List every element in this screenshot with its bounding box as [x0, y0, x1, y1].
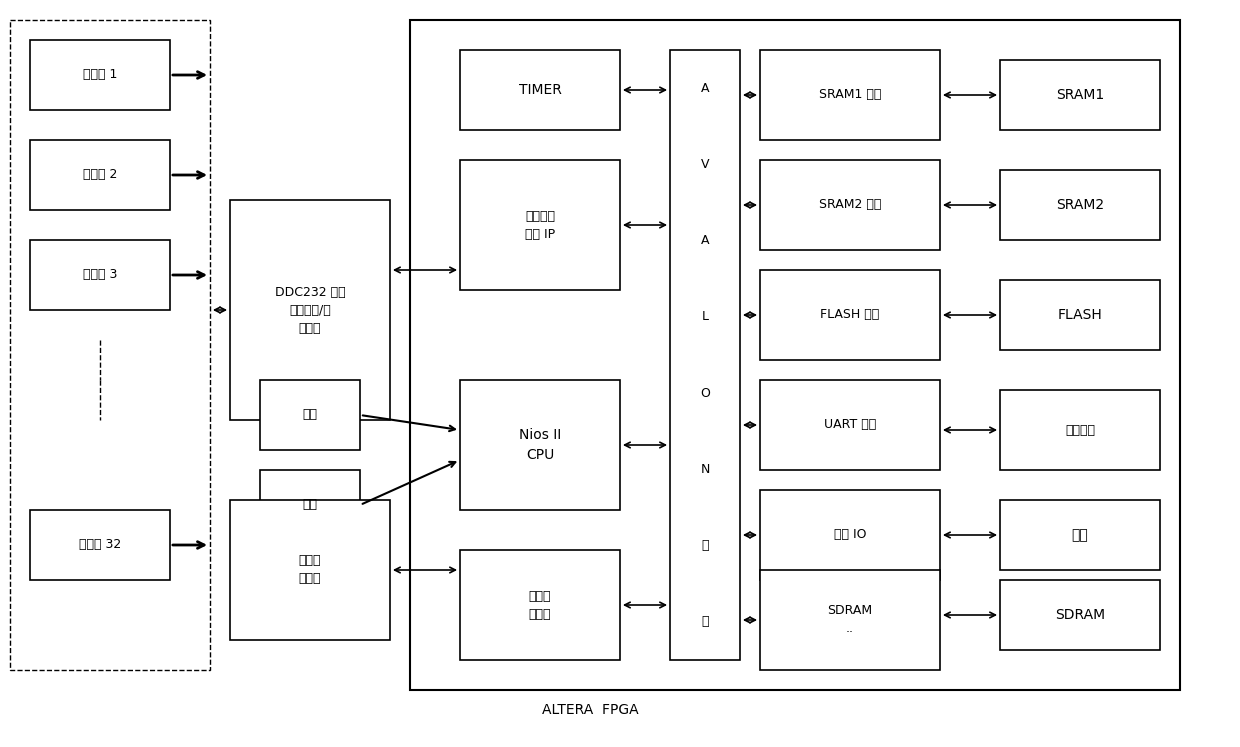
Bar [229, 200, 391, 420]
Bar [30, 510, 170, 580]
Bar [760, 490, 940, 580]
Bar [260, 470, 360, 540]
Bar [460, 380, 620, 510]
Bar [760, 570, 940, 670]
Bar [999, 580, 1159, 650]
Text: SDRAM
..: SDRAM .. [827, 604, 873, 636]
Text: SRAM1: SRAM1 [1056, 88, 1104, 102]
Text: 线: 线 [702, 616, 709, 628]
Text: SRAM2 接口: SRAM2 接口 [818, 199, 882, 211]
Text: TIMER: TIMER [518, 83, 562, 97]
Text: UART 接口: UART 接口 [823, 418, 877, 432]
Bar [760, 160, 940, 250]
Bar [30, 140, 170, 210]
Text: A: A [701, 234, 709, 247]
Text: ALTERA  FPGA: ALTERA FPGA [542, 703, 639, 717]
Bar [30, 40, 170, 110]
Text: 键盘: 键盘 [1071, 528, 1089, 542]
Bar [410, 20, 1180, 690]
Text: DDC232 图像
数据采集/转
化模块: DDC232 图像 数据采集/转 化模块 [275, 285, 345, 335]
Text: SRAM1 接口: SRAM1 接口 [818, 88, 882, 102]
Text: 数据接收
处理 IP: 数据接收 处理 IP [525, 209, 556, 241]
Text: 探测板 32: 探测板 32 [79, 539, 122, 551]
Bar [260, 380, 360, 450]
Text: SDRAM: SDRAM [1055, 608, 1105, 622]
Text: A: A [701, 81, 709, 95]
Text: V: V [701, 158, 709, 171]
Text: 时钟: 时钟 [303, 498, 317, 512]
Text: FLASH 接口: FLASH 接口 [821, 309, 879, 321]
Text: 探测板 2: 探测板 2 [83, 169, 118, 182]
Text: Nios II
CPU: Nios II CPU [518, 428, 562, 462]
Bar [460, 550, 620, 660]
Text: 探测板 1: 探测板 1 [83, 69, 118, 81]
Text: SRAM2: SRAM2 [1056, 198, 1104, 212]
Text: L: L [702, 310, 708, 323]
Bar [460, 160, 620, 290]
Bar [999, 280, 1159, 350]
Text: 总: 总 [702, 539, 709, 552]
Text: 通用 IO: 通用 IO [833, 528, 867, 542]
Bar [229, 500, 391, 640]
Text: N: N [701, 463, 709, 476]
Text: 网络接
口模块: 网络接 口模块 [299, 554, 321, 586]
Bar [760, 380, 940, 470]
Text: 网络控
制驱动: 网络控 制驱动 [528, 589, 552, 621]
Bar [999, 170, 1159, 240]
Bar [760, 50, 940, 140]
Bar [10, 20, 210, 670]
Bar [999, 390, 1159, 470]
Text: FLASH: FLASH [1058, 308, 1102, 322]
Text: 探测板 3: 探测板 3 [83, 268, 118, 282]
Bar [670, 50, 740, 660]
Text: 串口通信: 串口通信 [1065, 424, 1095, 436]
Bar [30, 240, 170, 310]
Bar [999, 60, 1159, 130]
Text: 复位: 复位 [303, 409, 317, 421]
Bar [760, 270, 940, 360]
Bar [999, 500, 1159, 570]
Bar [460, 50, 620, 130]
Text: O: O [701, 387, 711, 400]
